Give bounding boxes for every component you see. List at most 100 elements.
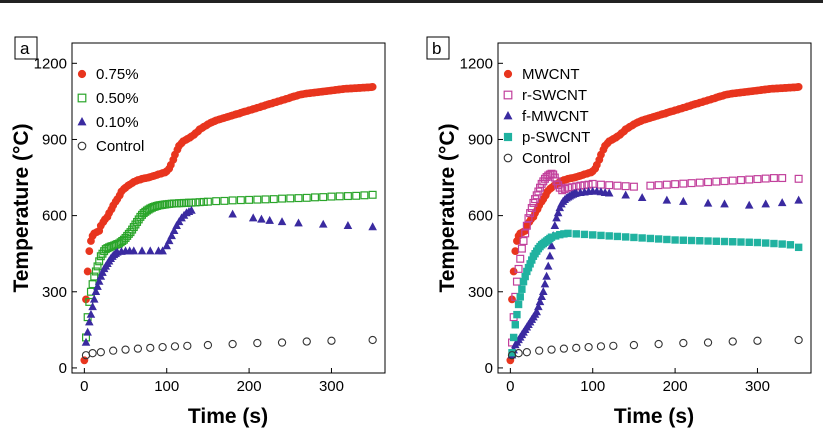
data-point [343, 220, 353, 229]
data-point [327, 336, 336, 345]
data-point [550, 220, 560, 229]
series-b-0 [506, 83, 803, 365]
data-point [744, 200, 754, 209]
data-point [537, 292, 546, 301]
data-point [91, 267, 100, 276]
data-point [596, 342, 606, 351]
data-point [522, 221, 531, 230]
x-axis-title-b: Time (s) [614, 405, 694, 428]
data-point [269, 195, 278, 204]
data-point [542, 271, 551, 280]
data-point [605, 181, 614, 190]
data-point [302, 337, 311, 346]
plot-frame-a [71, 42, 386, 374]
data-point [778, 174, 787, 183]
data-point [564, 229, 572, 238]
data-point [265, 215, 274, 224]
y-axis-title-a: Temperature (°C) [10, 123, 33, 292]
legend-marker-a [77, 141, 87, 151]
data-point [121, 345, 130, 354]
legend-label-b: f-MWCNT [522, 108, 589, 125]
data-point [527, 204, 536, 213]
data-point [604, 188, 614, 197]
data-point [534, 302, 543, 311]
data-point [613, 232, 622, 241]
data-point [167, 231, 176, 240]
data-point [294, 218, 303, 227]
data-point [83, 327, 92, 336]
x-tick-label-a: 0 [80, 378, 88, 395]
data-point [199, 197, 208, 206]
data-point [85, 247, 94, 256]
data-point [170, 342, 180, 351]
data-point [88, 280, 97, 289]
data-point [540, 279, 550, 288]
data-point [794, 83, 803, 91]
x-tick-label-a: 300 [319, 378, 344, 395]
data-point [335, 192, 344, 201]
data-point [294, 194, 303, 203]
legend-marker-a [77, 116, 87, 126]
data-point [88, 349, 97, 358]
legend-label-a: Control [96, 138, 144, 155]
data-point [352, 191, 361, 200]
data-point [158, 246, 167, 255]
data-point [253, 338, 262, 348]
data-point [162, 241, 172, 250]
y-tick-label-b: 1200 [460, 55, 493, 72]
data-point [519, 237, 528, 246]
data-point [526, 209, 535, 218]
data-point [133, 344, 143, 353]
data-point [172, 199, 181, 208]
series-b-4 [507, 335, 803, 360]
data-point [513, 310, 521, 319]
x-tick-label-b: 300 [745, 378, 770, 395]
data-point [552, 213, 561, 222]
data-point [522, 348, 531, 357]
data-point [212, 197, 221, 206]
data-point [318, 219, 328, 228]
data-point [794, 335, 803, 345]
y-tick-label-a: 900 [42, 131, 67, 148]
data-point [511, 321, 519, 329]
data-point [589, 231, 597, 239]
data-point [629, 340, 639, 350]
data-point [512, 277, 521, 286]
data-point [158, 342, 167, 352]
top-rule [0, 0, 823, 3]
data-point [609, 341, 618, 350]
data-point [539, 286, 548, 295]
series-a-1 [82, 190, 377, 342]
data-point [621, 182, 630, 191]
y-tick-label-b: 300 [468, 284, 493, 301]
legend-marker-b [503, 132, 513, 142]
legend-label-a: 0.75% [96, 66, 139, 83]
data-point [558, 186, 567, 195]
data-point [368, 190, 377, 199]
panel-b-label: b [432, 39, 441, 58]
data-point [516, 293, 524, 301]
data-point [175, 199, 184, 208]
data-point [360, 191, 369, 200]
data-point [671, 236, 679, 244]
data-point [514, 300, 523, 309]
data-point [343, 192, 352, 201]
data-point [95, 257, 104, 266]
data-point [761, 239, 770, 247]
data-point [605, 232, 613, 240]
data-point [745, 238, 753, 246]
data-point [778, 240, 786, 248]
data-point [572, 343, 581, 353]
data-point [736, 176, 745, 185]
series-b-3 [508, 229, 803, 357]
data-point [777, 198, 787, 207]
data-point [720, 237, 729, 246]
data-point [182, 198, 191, 207]
x-tick-label-a: 100 [154, 378, 179, 395]
data-point [169, 226, 179, 235]
data-point [703, 198, 713, 207]
data-point [720, 199, 729, 208]
data-point [191, 198, 200, 207]
data-point [535, 297, 545, 306]
data-point [319, 193, 328, 202]
